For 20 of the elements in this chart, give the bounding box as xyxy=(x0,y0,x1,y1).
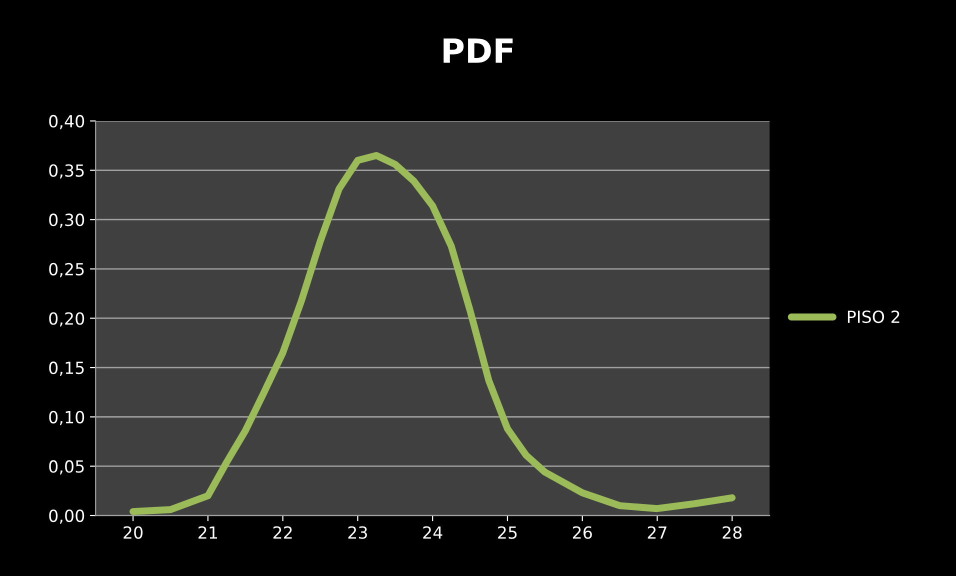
y-tick-label: 0,25 xyxy=(49,262,84,278)
legend-label: PISO 2 xyxy=(848,310,900,324)
y-tick-label: 0,10 xyxy=(49,410,84,426)
y-tick-label: 0,00 xyxy=(49,509,84,524)
x-tick-label: 26 xyxy=(572,526,592,539)
y-tick-label: 0,30 xyxy=(49,214,84,228)
y-tick-label: 0,40 xyxy=(49,114,84,130)
y-tick-label: 0,35 xyxy=(49,164,84,179)
x-tick-label: 21 xyxy=(198,526,217,539)
x-tick-label: 22 xyxy=(273,526,292,539)
x-tick-label: 27 xyxy=(648,526,666,539)
chart-title: PDF xyxy=(444,38,513,63)
x-tick-label: 24 xyxy=(423,526,442,539)
x-tick-label: 20 xyxy=(124,526,143,539)
y-tick-label: 0,20 xyxy=(49,312,84,327)
y-tick-label: 0,05 xyxy=(49,460,84,474)
x-tick-label: 23 xyxy=(348,526,367,539)
y-tick-label: 0,15 xyxy=(49,362,84,376)
x-tick-label: 28 xyxy=(722,526,742,539)
x-tick-label: 25 xyxy=(498,526,517,539)
